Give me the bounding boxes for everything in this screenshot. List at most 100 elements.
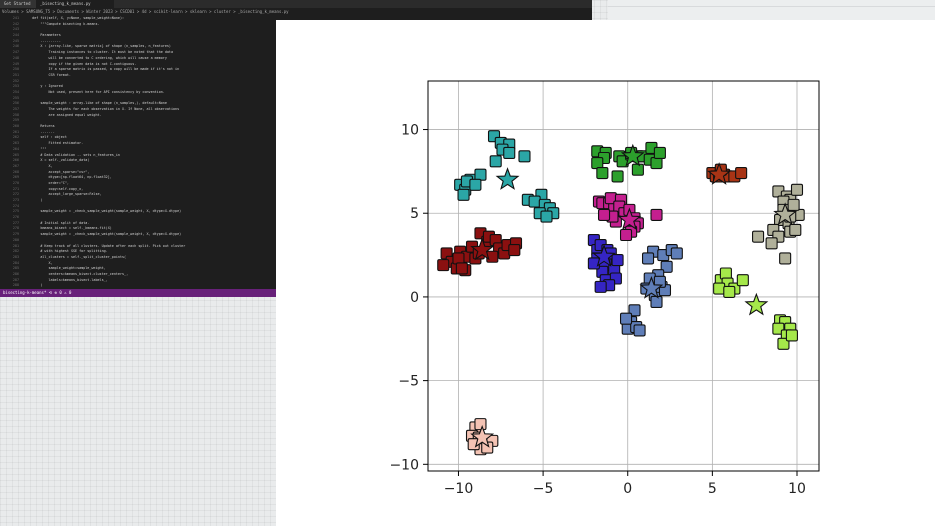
line-number: 245 [12,38,19,43]
line-number: 247 [12,50,19,55]
code-line[interactable]: # Initial split of data. [24,220,90,225]
scatter-plot: −10 −5 0 5 10 −10 −5 0 5 10 [389,80,820,497]
code-line[interactable]: Parameters [24,33,61,38]
code-line[interactable]: centers=kmeans_bisect.cluster_centers_, [24,271,129,276]
line-number: 256 [12,101,19,106]
data-point [474,168,487,181]
line-number: 270 [12,180,19,185]
data-point [503,146,516,160]
line-number: 249 [12,61,19,66]
code-line[interactable]: CSR format. [24,72,71,77]
code-line[interactable]: kmeans_bisect = self._kmeans.fit(X) [24,226,112,231]
line-number: 266 [12,158,19,163]
code-line[interactable]: Training instances to cluster. It must b… [24,50,174,55]
breadcrumb[interactable]: Volumes > SAMSUNG_T5 > Documents > Winte… [0,8,592,16]
code-line[interactable]: self : object [24,135,67,140]
code-line[interactable]: ---------- [24,38,61,43]
tab-bisecting-k-means-py[interactable]: _bisecting_k_means.py [36,0,114,8]
axis-ticks: −10 −5 0 5 10 −10 −5 0 5 10 [389,123,805,497]
data-point [437,259,450,272]
code-line[interactable]: def fit(self, X, y=None, sample_weight=N… [24,16,125,20]
line-number: 282 [12,249,19,254]
cluster-center-star [707,162,732,185]
line-number: 250 [12,67,19,72]
code-line[interactable]: """Compute bisecting k-means. [24,21,100,26]
line-number: 276 [12,215,19,220]
code-line[interactable]: sample_weight=sample_weight, [24,266,106,271]
data-point [528,195,541,208]
cluster-center-star [639,275,664,299]
data-point [765,237,778,250]
code-line[interactable]: X, [24,260,53,265]
line-number: 264 [12,146,19,151]
line-number: 278 [12,226,19,231]
code-line[interactable]: labels=kmeans_bisect.labels_, [24,277,108,282]
code-line[interactable]: X = self._validate_data( [24,158,90,163]
line-number: 257 [12,107,19,111]
code-line[interactable]: dtype=[np.float64, np.float32], [24,175,112,180]
code-line[interactable]: copy if the given data is not C-contiguo… [24,61,137,66]
line-number: 284 [12,260,19,265]
code-line[interactable]: sample_weight = _check_sample_weight(sam… [24,209,182,214]
data-point [650,156,663,170]
code-line[interactable]: are assigned equal weight. [24,112,102,117]
cluster-center-star [470,424,495,448]
line-number: 255 [12,95,19,100]
cluster-center-star [470,237,495,261]
code-line[interactable]: order="C", [24,180,69,185]
data-point [597,208,611,221]
code-line[interactable]: accept_large_sparse=False, [24,192,102,197]
line-number: 260 [12,124,19,129]
code-line[interactable]: """ [24,146,47,151]
code-line[interactable]: ) [24,283,43,288]
x-tick-label: −10 [444,481,474,497]
line-number: 242 [12,21,19,26]
code-line[interactable]: sample_weight : array-like of shape (n_s… [24,101,167,106]
data-point [633,324,646,337]
code-line[interactable]: # Keep track of all clusters. Update aft… [24,243,186,248]
line-number: 285 [12,266,19,271]
data-point [591,156,604,170]
line-number: 261 [12,129,19,134]
data-point [631,163,644,176]
y-tick-label: 10 [401,123,419,139]
code-line[interactable]: # Data validation -- sets n_features_in [24,152,120,157]
data-point [719,267,732,280]
data-point [611,254,624,267]
line-number: 288 [12,283,19,288]
code-line[interactable]: If a sparse matrix is passed, a copy wil… [24,67,180,72]
code-line[interactable]: ------- [24,129,55,134]
code-line[interactable]: X, [24,163,53,168]
code-line[interactable]: copy=self.copy_x, [24,186,84,191]
data-point [594,280,607,293]
code-line[interactable]: all_clusters = self._split_cluster_point… [24,254,127,259]
code-line[interactable]: Not used, present here for API consisten… [24,89,165,94]
code-area[interactable]: def fit(self, X, y=None, sample_weight=N… [24,16,592,289]
line-number: 265 [12,152,19,157]
line-number: 252 [12,78,19,83]
tab-get-started[interactable]: Get Started [0,0,42,8]
axes-frame [427,80,820,472]
code-line[interactable]: y : Ignored [24,84,63,89]
y-tick-label: −5 [398,374,419,390]
code-line[interactable]: accept_sparse="csr", [24,169,90,174]
cluster-center-star [744,292,769,316]
code-line[interactable]: # with highest SSE for splitting. [24,249,108,254]
code-line[interactable]: Returns [24,124,55,129]
code-line[interactable]: X : {array-like, sparse matrix} of shape… [24,44,171,49]
code-line[interactable]: The weights for each observation in X. I… [24,107,180,111]
data-point [790,183,804,196]
code-line[interactable]: will be converted to C ordering, which w… [24,55,167,60]
data-point [611,170,624,183]
data-point [735,167,748,180]
code-line[interactable]: ) [24,198,43,202]
line-number: 263 [12,141,19,146]
y-tick-label: 0 [410,290,419,306]
line-number-gutter: 241 242 243 244 245 246 247 248 249 250 251 252 253 2… [0,16,22,289]
code-line[interactable]: sample_weight = _check_sample_weight(sam… [24,232,182,237]
code-line[interactable]: Fitted estimator. [24,141,84,146]
y-tick-label: −10 [389,457,419,473]
data-point [540,210,553,223]
data-point [508,244,521,257]
line-number: 248 [12,55,19,60]
